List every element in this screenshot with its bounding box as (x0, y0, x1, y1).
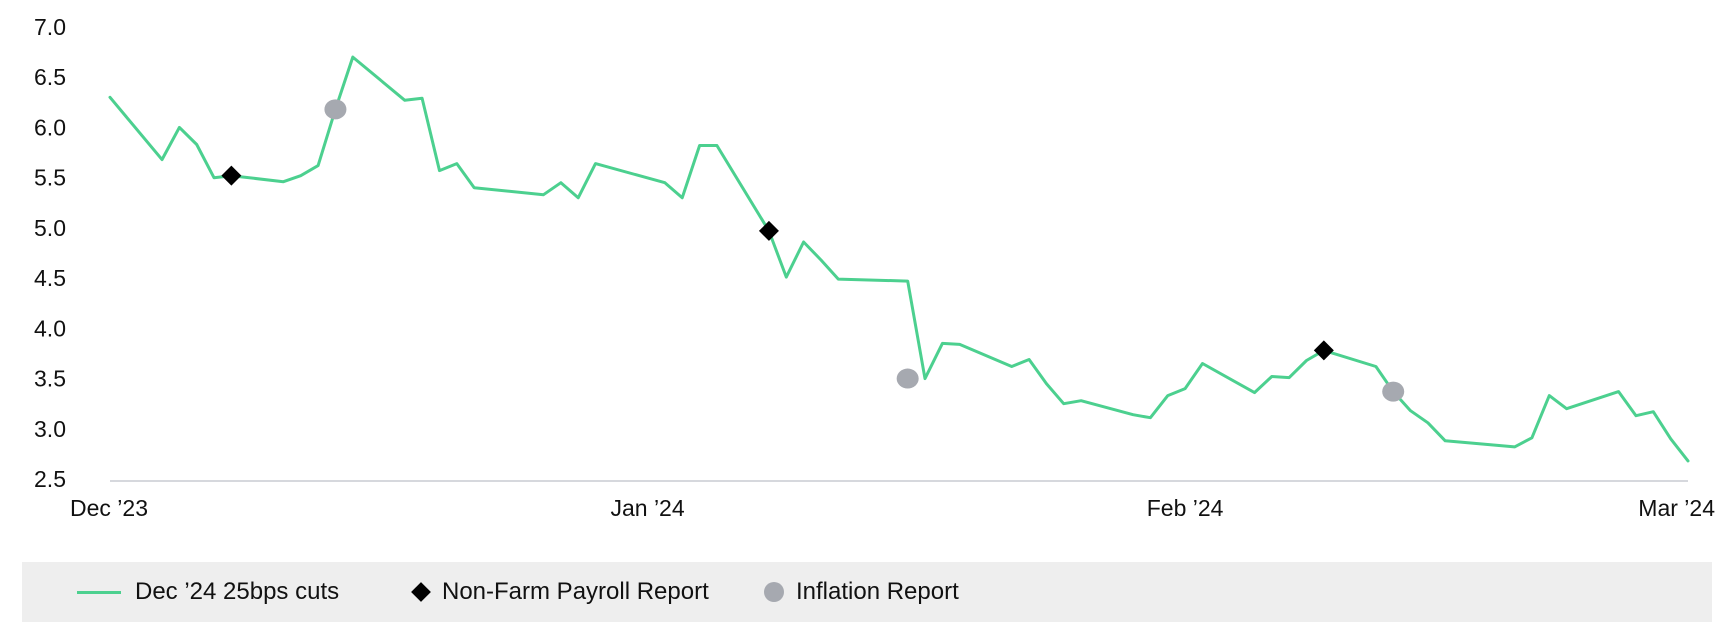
series-group (108, 55, 1690, 463)
legend-label-nfp: Non-Farm Payroll Report (442, 578, 709, 605)
y-tick-label: 4.5 (34, 265, 66, 291)
y-tick-label: 3.5 (34, 366, 66, 392)
legend-item-series: Dec ’24 25bps cuts (77, 562, 339, 622)
inflation-marker (324, 99, 347, 120)
legend-label-series: Dec ’24 25bps cuts (135, 578, 340, 605)
y-axis-ticks: 7.0 6.5 6.0 5.5 5.0 4.5 4.0 3.5 3.0 2.5 (34, 14, 66, 492)
nfp-marker (221, 165, 242, 186)
x-tick-label: Jan ’24 (610, 495, 684, 521)
legend: Dec ’24 25bps cuts Non-Farm Payroll Repo… (22, 562, 1712, 622)
legend-item-inflation: Inflation Report (764, 562, 959, 622)
y-tick-label: 7.0 (34, 14, 66, 40)
circle-icon (764, 582, 784, 602)
y-tick-label: 2.5 (34, 466, 66, 492)
y-tick-label: 5.0 (34, 215, 66, 241)
x-tick-label: Feb ’24 (1147, 495, 1224, 521)
y-tick-label: 5.5 (34, 165, 66, 191)
y-tick-label: 3.0 (34, 416, 66, 442)
inflation-marker (1382, 381, 1405, 402)
nfp-marker (1313, 340, 1334, 361)
legend-item-nfp: Non-Farm Payroll Report (411, 562, 709, 622)
x-axis-ticks: Dec ’23 Jan ’24 Feb ’24 Mar ’24 (70, 495, 1715, 521)
legend-line-swatch (77, 590, 121, 594)
inflation-marker (896, 368, 919, 389)
y-tick-label: 4.0 (34, 315, 66, 341)
event-markers (221, 99, 1405, 402)
y-tick-label: 6.5 (34, 64, 66, 90)
x-tick-label: Dec ’23 (70, 495, 148, 521)
legend-label-inflation: Inflation Report (796, 578, 959, 605)
series-line (108, 55, 1690, 463)
nfp-marker (758, 220, 779, 241)
x-tick-label: Mar ’24 (1638, 495, 1715, 521)
y-tick-label: 6.0 (34, 114, 66, 140)
diamond-icon (411, 582, 431, 602)
